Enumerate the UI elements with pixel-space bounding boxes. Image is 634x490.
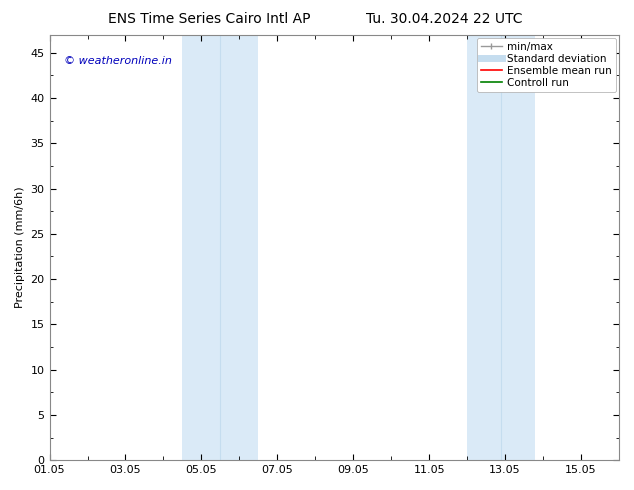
Bar [467,35,536,460]
Text: Tu. 30.04.2024 22 UTC: Tu. 30.04.2024 22 UTC [366,12,522,26]
Text: © weatheronline.in: © weatheronline.in [64,56,172,66]
Bar [183,35,258,460]
Y-axis label: Precipitation (mm/6h): Precipitation (mm/6h) [15,187,25,308]
Text: ENS Time Series Cairo Intl AP: ENS Time Series Cairo Intl AP [108,12,311,26]
Legend: min/max, Standard deviation, Ensemble mean run, Controll run: min/max, Standard deviation, Ensemble me… [477,38,616,92]
